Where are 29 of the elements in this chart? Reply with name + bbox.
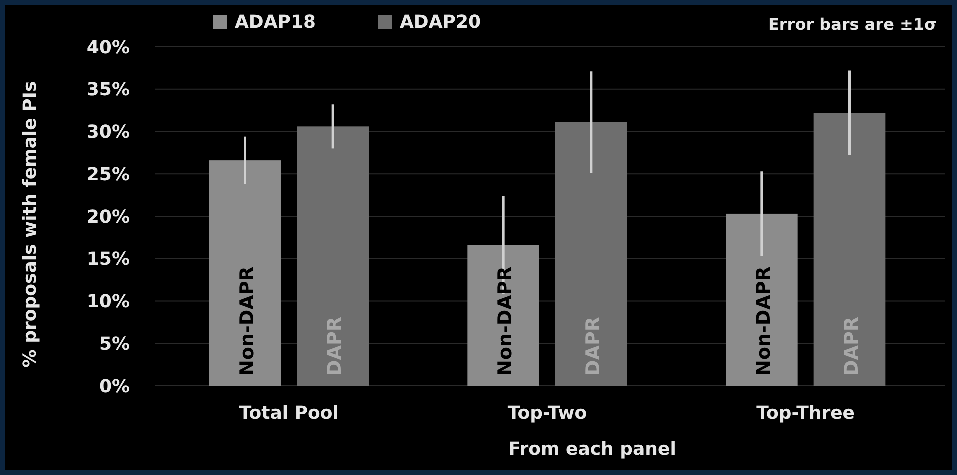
data-label: Non-DAPR <box>494 266 517 376</box>
y-tick-label: 0% <box>99 376 130 398</box>
legend-label: ADAP18 <box>235 12 316 33</box>
y-tick-label: 20% <box>86 206 130 228</box>
x-tick-label: Total Pool <box>239 403 339 424</box>
y-tick-label: 30% <box>86 122 130 144</box>
bar <box>297 126 369 386</box>
x-axis-title: From each panel <box>508 439 676 460</box>
y-tick-label: 40% <box>86 37 130 58</box>
bar <box>814 113 886 386</box>
x-tick-label: Top-Three <box>756 403 856 424</box>
bar <box>726 214 798 386</box>
y-axis-title: % proposals with female PIs <box>20 81 41 368</box>
y-tick-label: 10% <box>86 292 130 313</box>
data-label: DAPR <box>324 316 346 376</box>
text: Error bars are ±1σ <box>768 15 937 34</box>
bar <box>556 122 628 386</box>
bar <box>209 160 282 386</box>
data-label: Non-DAPR <box>236 266 258 376</box>
data-label: DAPR <box>582 316 604 376</box>
y-tick-label: 35% <box>86 80 130 101</box>
y-tick-label: 25% <box>86 164 130 186</box>
legend-label: ADAP20 <box>400 12 482 33</box>
data-label: Non-DAPR <box>752 266 775 376</box>
y-tick-label: 15% <box>86 249 130 270</box>
x-tick-label: Top-Two <box>508 403 588 424</box>
data-label: DAPR <box>840 316 863 376</box>
bar <box>468 245 540 386</box>
y-tick-label: 5% <box>99 334 130 355</box>
